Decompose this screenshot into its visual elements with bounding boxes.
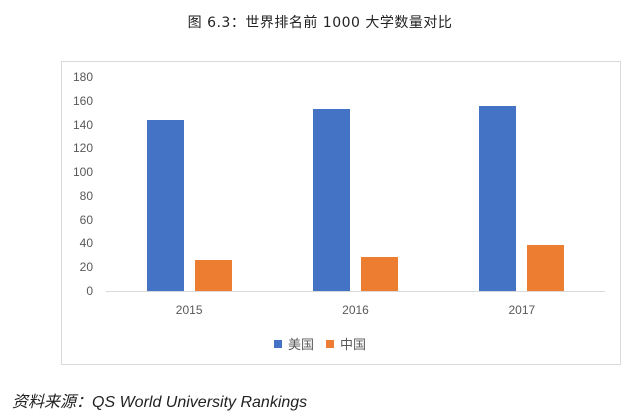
y-tick-label: 60 xyxy=(79,212,93,227)
y-tick-label: 20 xyxy=(79,260,93,275)
bar-china-2015 xyxy=(194,260,232,291)
chart-title: 图 6.3：世界排名前 1000 大学数量对比 xyxy=(187,15,453,31)
y-tick-label: 140 xyxy=(72,117,93,132)
legend-label-us: 美国 xyxy=(287,338,314,353)
legend: 美国 中国 xyxy=(0,334,640,353)
x-tick-label: 2017 xyxy=(508,303,536,317)
bar-us-2017 xyxy=(479,105,517,291)
y-tick-label: 40 xyxy=(79,236,93,251)
bar-china-2016 xyxy=(361,256,398,291)
source-note: 资料来源：QS World University Rankings xyxy=(12,394,308,411)
y-tick-label: 160 xyxy=(72,93,93,108)
legend-label-china: 中国 xyxy=(340,338,367,353)
x-axis-line xyxy=(106,291,605,292)
x-tick-label: 2016 xyxy=(342,303,369,317)
legend-item-us: 美国 xyxy=(273,334,314,353)
x-tick-label: 2015 xyxy=(175,303,203,317)
y-tick-label: 180 xyxy=(72,70,93,84)
bar-us-2016 xyxy=(313,109,350,291)
legend-item-china: 中国 xyxy=(326,334,366,353)
y-tick-label: 0 xyxy=(86,284,93,298)
y-tick-label: 80 xyxy=(79,188,93,203)
y-tick-label: 100 xyxy=(72,165,93,180)
legend-swatch-us xyxy=(273,339,282,348)
legend-swatch-china xyxy=(326,339,334,348)
y-tick-label: 120 xyxy=(72,141,93,156)
bar-china-2017 xyxy=(527,244,565,291)
bar-us-2015 xyxy=(146,119,184,291)
